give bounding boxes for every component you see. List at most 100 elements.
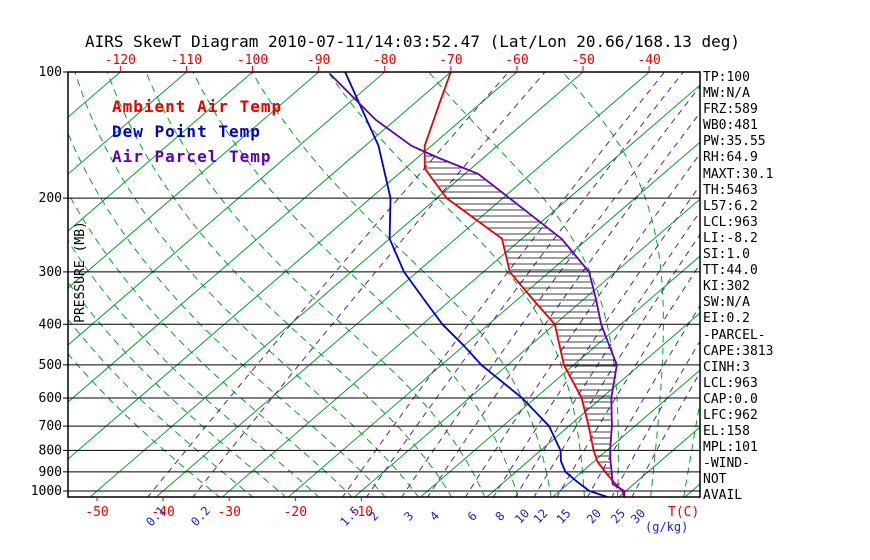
stat-line: SI:1.0 [703,247,750,263]
mixing-ratio-line [611,340,700,497]
legend-item-1: Dew Point Temp [112,122,261,141]
pressure-tick-label: 700 [39,419,62,434]
cape-hatch-area [425,155,616,475]
stat-line: FRZ:589 [703,102,758,118]
mixing-ratio-line [427,112,700,497]
stats-panel: TP:100 MW:N/A FRZ:589 WB0:481 PW:35.55 RH:64.… [703,70,773,505]
stat-line: L57:6.2 [703,198,758,214]
pressure-tick-label: 200 [39,191,62,206]
isotherm-line [68,72,386,346]
bottom-temp-tick-label: -30 [217,505,240,520]
bottom-temp-tick-label: -40 [151,505,174,520]
mixing-ratio-line [492,184,700,497]
pressure-tick-label: 300 [39,265,62,280]
legend-item-0: Ambient Air Temp [112,97,283,116]
stat-line: -WIND- [703,456,750,472]
stat-line: RH:64.9 [703,150,758,166]
stat-line: PW:35.55 [703,134,766,150]
pressure-tick-label: 500 [39,358,62,373]
page-title: AIRS SkewT Diagram 2010-07-11/14:03:52.4… [85,32,741,51]
mixing-ratio-unit-label: (g/kg) [645,520,688,534]
moist-adiabat-line [145,72,486,497]
temp-unit-label: T(C) [668,505,699,520]
mixing-ratio-line [365,72,684,497]
top-temp-tick-label: -90 [307,53,330,68]
mixing-ratio-tick-label: 6 [465,509,480,524]
stat-line: CINH:3 [703,359,750,375]
sounding-curves [329,72,626,497]
stat-line: KI:302 [703,279,750,295]
mixing-ratio-line [556,263,700,497]
moist-adiabat-line [74,72,419,497]
stat-line: SW:N/A [703,295,750,311]
isotherm-line [68,72,518,460]
moist-adiabat-line [68,132,386,497]
moist-adiabat-line [192,72,519,497]
moist-adiabat-line [683,399,700,497]
isotherm-line [68,72,187,175]
mixing-ratio-line [192,72,546,497]
bottom-temp-tick-label: -50 [85,505,108,520]
isotherm-line [486,312,700,497]
stat-line: AVAIL [703,488,743,504]
isotherm-line [68,72,253,232]
mixing-ratio-tick-label: 3 [401,509,416,524]
ambient-air-temp-curve [423,72,625,497]
pressure-tick-label: 600 [39,391,62,406]
isotherm-line [68,72,319,289]
plot-frame [67,71,701,498]
mixing-ratio-tick-label: 8 [492,509,507,524]
stat-line: LCL:963 [703,375,758,391]
stat-line: -PARCEL- [703,327,766,343]
moist-adiabat-line [562,72,664,497]
mixing-ratio-tick-label: 25 [608,506,628,526]
stat-line: TH:5463 [703,182,758,198]
mixing-ratio-line [514,210,700,497]
mixing-ratio-line [147,72,509,497]
bottom-temp-tick-label: -10 [350,505,373,520]
mixing-ratio-tick-label: 0.2 [188,504,213,529]
stat-line: CAPE:3813 [703,343,774,359]
top-temp-tick-label: -110 [171,53,202,68]
mixing-ratio-line [631,371,700,497]
isotherm-line [420,255,700,497]
moist-adiabat-line [327,72,585,497]
pressure-tick-label: 400 [39,317,62,332]
bottom-temp-tick-label: -20 [284,505,307,520]
stat-line: LCL:963 [703,214,758,230]
mixing-ratio-tick-label: 4 [427,509,442,524]
top-temp-tick-label: -40 [637,53,660,68]
mixing-ratio-tick-label: 15 [554,506,574,526]
legend-item-2: Air Parcel Temp [112,147,272,166]
pressure-axis-label: PRESSURE (MB) [73,221,88,323]
mixing-ratio-line [341,72,665,497]
stat-line: MW:N/A [703,86,750,102]
pressure-tick-label: 800 [39,443,62,458]
stat-line: LFC:962 [703,407,758,423]
top-temp-tick-label: -50 [571,53,594,68]
isotherm-line [68,72,452,403]
stat-line: NOT [703,472,727,488]
mixing-ratio-line [401,85,700,497]
mixing-ratio-tick-label: 12 [531,506,551,526]
stat-line: EI:0.2 [703,311,750,327]
top-temp-tick-label: -70 [439,53,462,68]
stat-line: TT:44.0 [703,263,758,279]
stat-line: CAP:0.0 [703,391,758,407]
top-temp-tick-label: -80 [373,53,396,68]
mixing-ratio-line [533,233,700,497]
pressure-tick-label: 900 [39,465,62,480]
stat-line: TP:100 [703,70,750,85]
dew-point-temp-curve [344,72,611,497]
top-temp-tick-label: -120 [105,53,136,68]
isotherm-line [221,84,700,497]
pressure-tick-label: 1000 [31,484,62,499]
stat-line: EL:158 [703,424,750,440]
moist-adiabat-line [106,72,453,497]
mixing-ratio-line [464,152,700,497]
grid-lines [68,72,700,497]
air-parcel-temp-curve [329,73,626,497]
top-temp-tick-label: -100 [237,53,268,68]
stat-line: MAXT:30.1 [703,166,774,182]
